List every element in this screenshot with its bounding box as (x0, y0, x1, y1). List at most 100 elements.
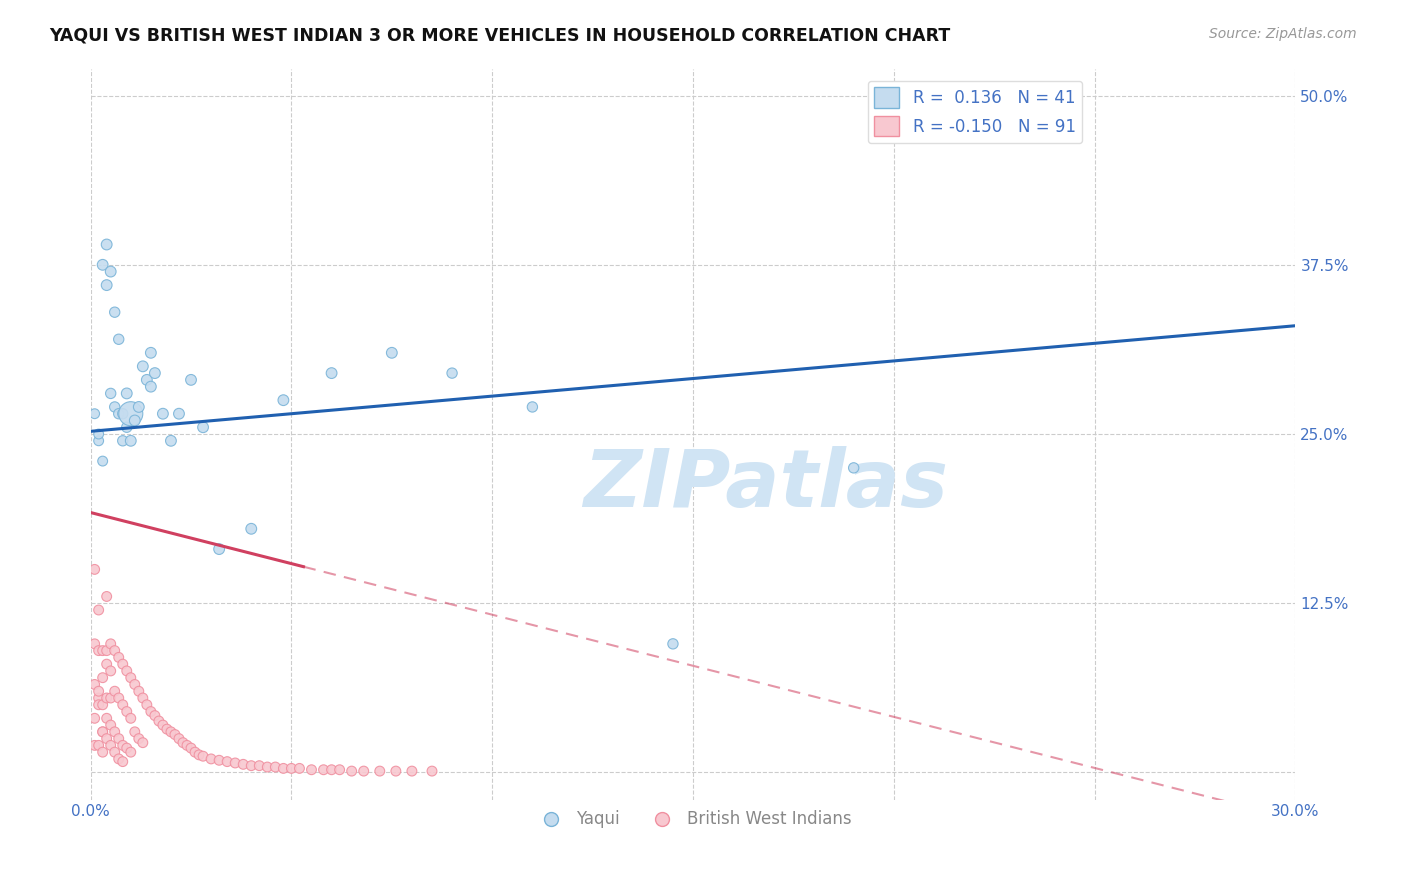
Point (156, 722, 179, 736)
Point (115, 705, 138, 719)
Point (385, 764, 408, 778)
Point (107, 752, 129, 766)
Point (91, 454, 114, 468)
Point (139, 346, 162, 360)
Point (132, 359, 155, 374)
Point (107, 731, 129, 746)
Point (191, 420, 214, 434)
Point (96, 711, 118, 725)
Point (191, 749, 214, 764)
Point (120, 407, 142, 421)
Point (111, 434, 134, 448)
Point (100, 739, 122, 753)
Point (83, 637, 105, 651)
Point (132, 691, 155, 706)
Point (100, 386, 122, 401)
Point (180, 741, 202, 756)
Point (104, 724, 127, 739)
Point (381, 346, 404, 360)
Point (312, 763, 335, 777)
Point (240, 758, 263, 772)
Point (83, 711, 105, 725)
Point (128, 731, 150, 746)
Point (167, 731, 190, 746)
Text: YAQUI VS BRITISH WEST INDIAN 3 OR MORE VEHICLES IN HOUSEHOLD CORRELATION CHART: YAQUI VS BRITISH WEST INDIAN 3 OR MORE V… (49, 27, 950, 45)
Point (167, 407, 190, 421)
Point (100, 718, 122, 732)
Point (139, 379, 162, 393)
Point (135, 373, 157, 387)
Point (180, 373, 202, 387)
Point (124, 413, 146, 427)
Point (135, 698, 157, 712)
Point (87, 603, 110, 617)
Point (256, 760, 278, 774)
Point (321, 366, 343, 380)
Point (160, 724, 183, 739)
Point (111, 407, 134, 421)
Point (91, 745, 114, 759)
Point (120, 711, 142, 725)
Point (96, 691, 118, 706)
Point (301, 763, 323, 777)
Point (139, 705, 162, 719)
Point (200, 752, 222, 766)
Point (217, 755, 239, 769)
Point (288, 761, 311, 775)
Point (87, 643, 110, 657)
Point (115, 741, 138, 756)
Point (96, 657, 118, 672)
Legend: Yaqui, British West Indians: Yaqui, British West Indians (529, 804, 858, 835)
Point (104, 643, 127, 657)
Text: Source: ZipAtlas.com: Source: ZipAtlas.com (1209, 27, 1357, 41)
Point (329, 763, 352, 777)
Point (128, 400, 150, 414)
Point (96, 590, 118, 604)
Point (124, 724, 146, 739)
Point (124, 677, 146, 691)
Point (184, 745, 207, 759)
Point (160, 434, 183, 448)
Point (100, 264, 122, 278)
Point (87, 691, 110, 706)
Point (100, 664, 122, 678)
Point (321, 763, 343, 777)
Point (208, 753, 231, 767)
Point (83, 677, 105, 691)
Point (152, 718, 174, 732)
Point (96, 643, 118, 657)
Point (100, 691, 122, 706)
Point (104, 684, 127, 698)
Point (340, 764, 363, 778)
Point (273, 393, 295, 408)
Point (107, 332, 129, 346)
Point (107, 407, 129, 421)
Point (87, 739, 110, 753)
Point (96, 237, 118, 252)
Point (240, 522, 263, 536)
Point (143, 708, 166, 723)
Point (132, 736, 155, 750)
Point (280, 761, 302, 775)
Point (247, 758, 270, 772)
Point (368, 764, 391, 778)
Point (107, 691, 129, 706)
Point (273, 761, 295, 775)
Point (87, 698, 110, 712)
Point (224, 756, 246, 770)
Point (120, 434, 142, 448)
Point (188, 747, 211, 762)
Point (115, 664, 138, 678)
Point (111, 657, 134, 672)
Point (522, 400, 544, 414)
Point (87, 684, 110, 698)
Text: ZIPatlas: ZIPatlas (583, 446, 948, 524)
Point (104, 745, 127, 759)
Point (83, 739, 105, 753)
Point (441, 366, 464, 380)
Point (115, 386, 138, 401)
Point (172, 736, 194, 750)
Point (662, 637, 685, 651)
Point (104, 305, 127, 319)
Point (264, 760, 287, 774)
